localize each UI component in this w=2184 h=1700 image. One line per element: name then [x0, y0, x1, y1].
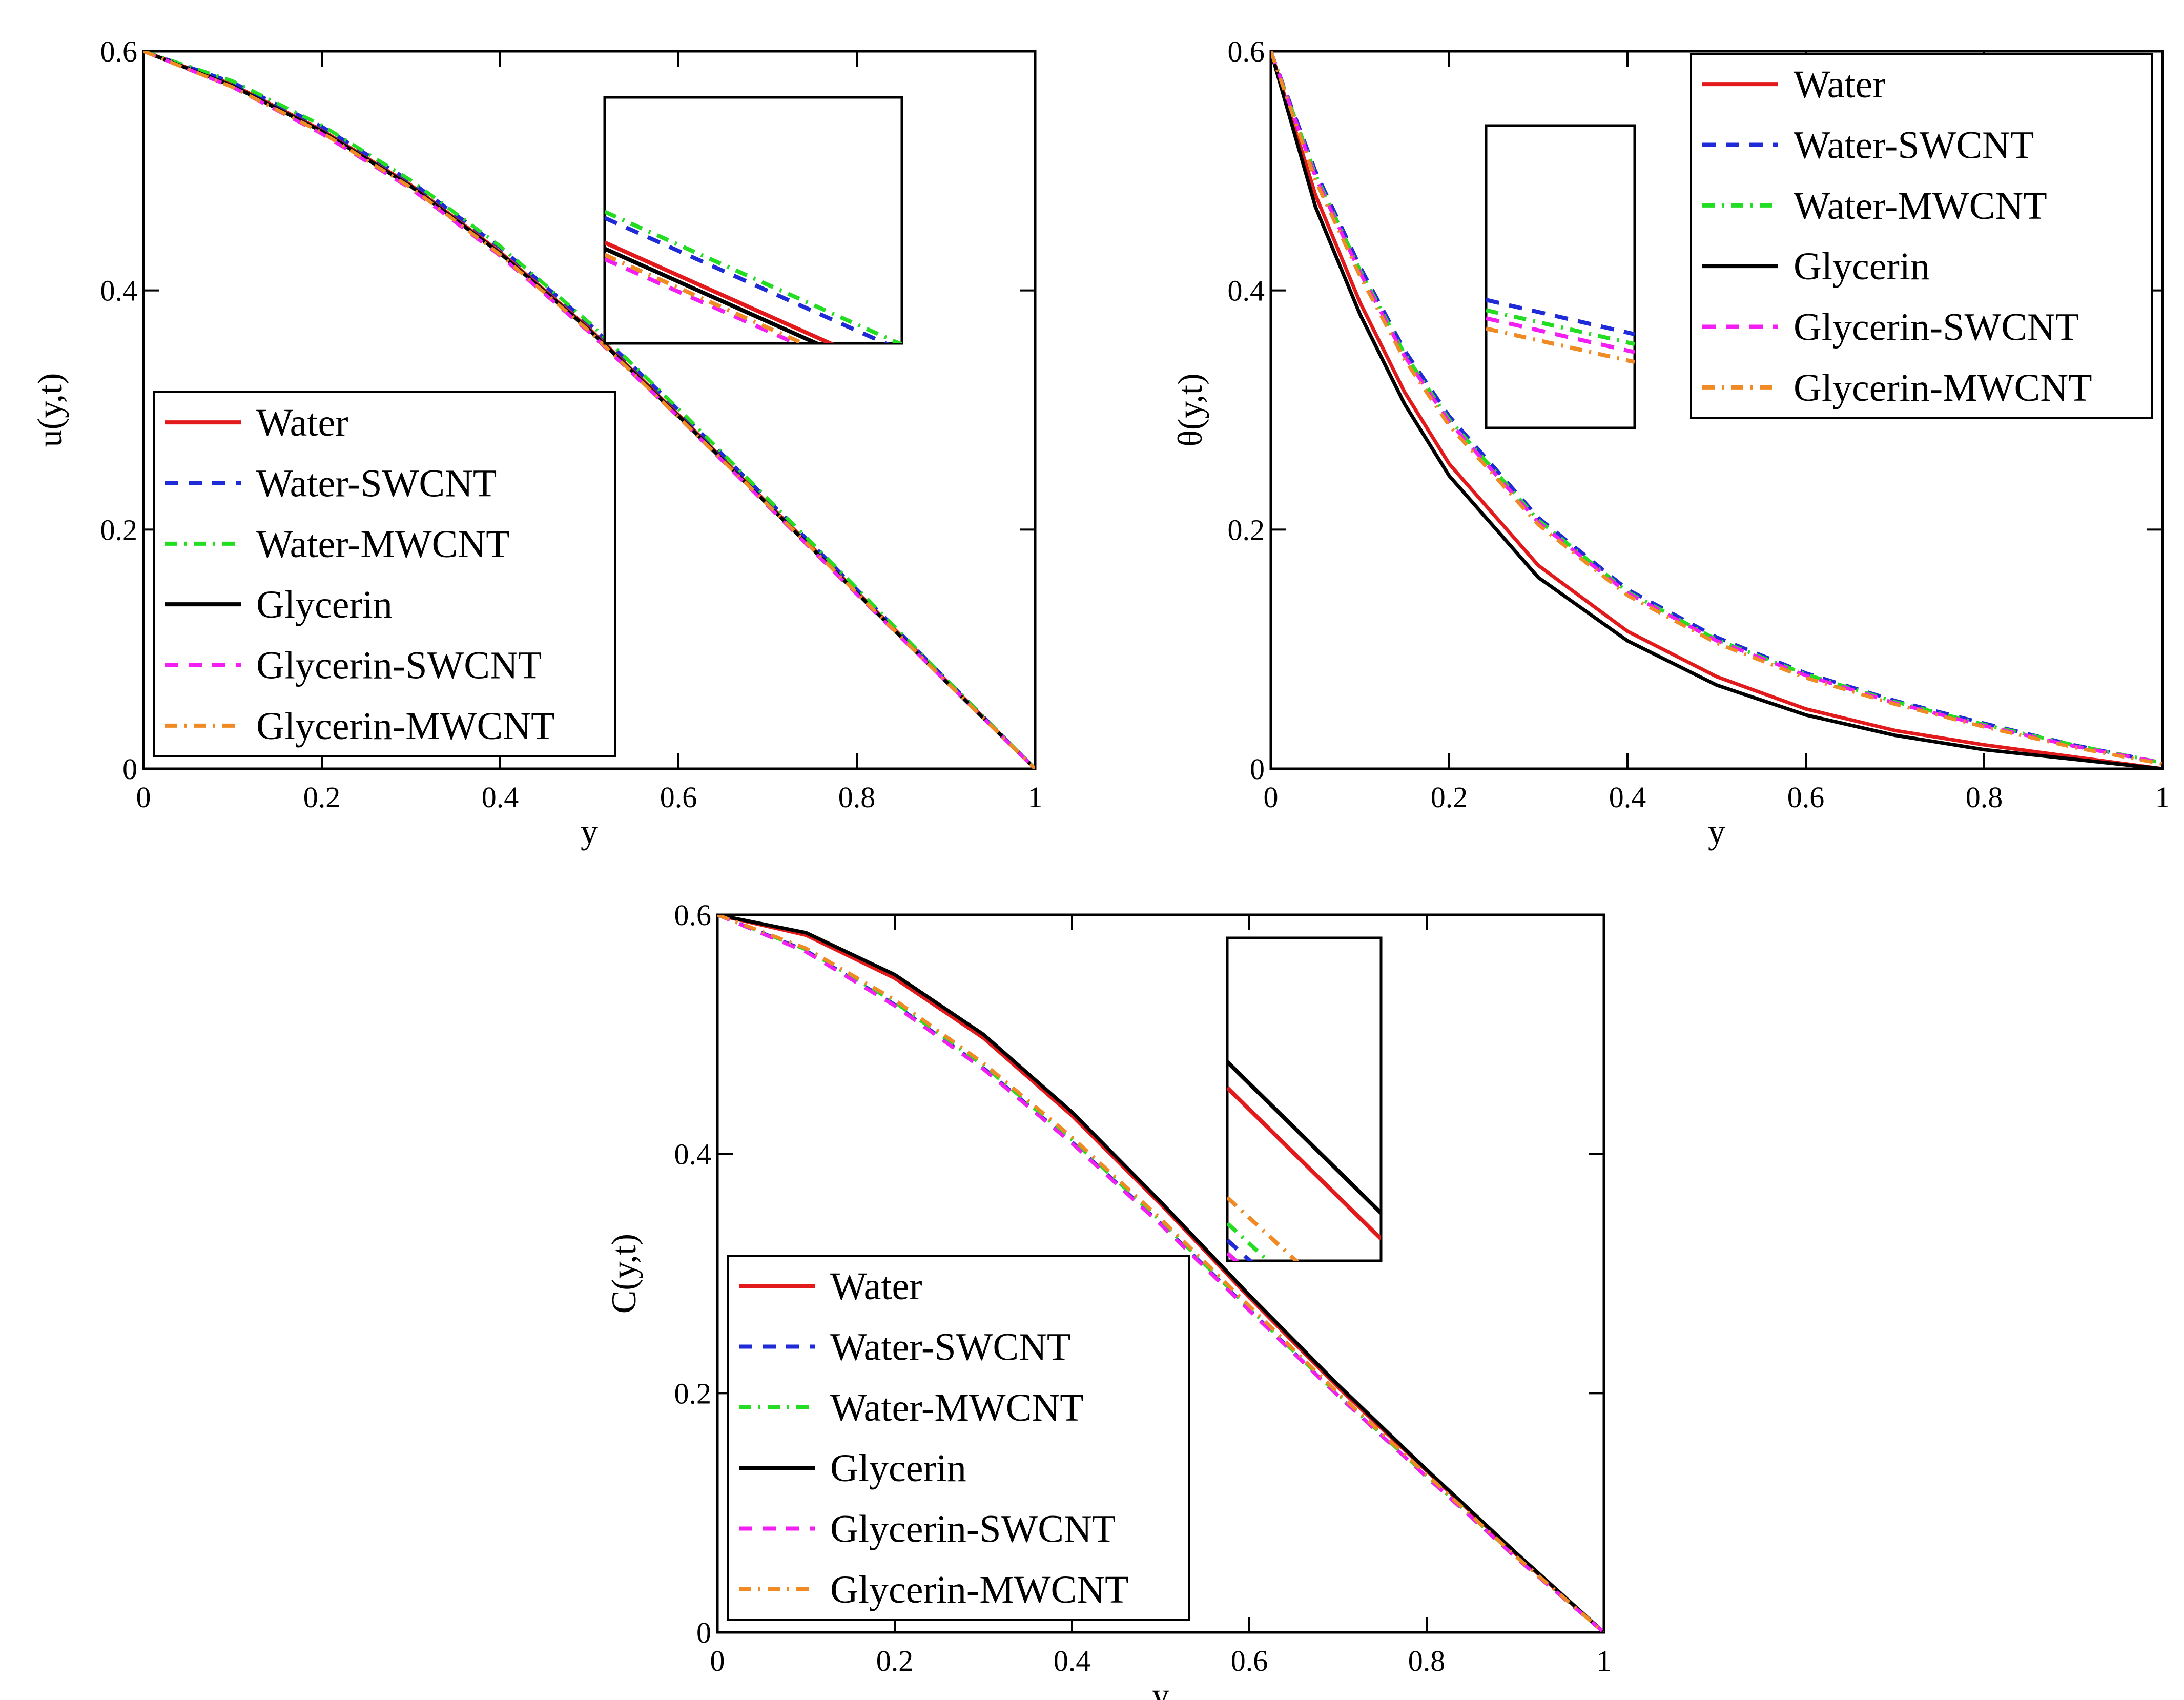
inset-line-glycerin — [1227, 1060, 1381, 1215]
y-tick-label: 0 — [122, 752, 137, 786]
y-tick-label: 0.4 — [1228, 274, 1265, 308]
x-tick-label: 1 — [2155, 781, 2170, 814]
inset-line-water-swcnt — [605, 216, 891, 343]
x-tick-label: 0.4 — [1609, 781, 1646, 814]
series-line-water — [1271, 51, 2162, 769]
x-axis-label: y — [581, 812, 598, 851]
x-tick-label: 0.2 — [1431, 781, 1468, 814]
y-axis-label: u(y,t) — [30, 373, 69, 447]
x-tick-label: 0.8 — [1966, 781, 2003, 814]
plot-frame — [142, 50, 1037, 770]
legend-label: Glycerin-MWCNT — [256, 705, 555, 748]
zoom-inset — [603, 96, 903, 345]
y-tick-label: 0.2 — [674, 1377, 712, 1410]
chart-temperature: 0 0.2 0.4 0.6 0.8 100.20.40.6yθ(y,t)WaterWate… — [1170, 35, 2170, 851]
legend-label: Glycerin-MWCNT — [830, 1568, 1129, 1611]
chart-concentration: 0 0.2 0.4 0.6 0.8 100.20.40.6yC(y,t) WaterWate… — [604, 898, 1612, 1700]
plot-frame — [1269, 50, 2164, 770]
legend: Water Water-SWCNT Water-MWCNT Glycerin Glyce… — [1690, 53, 2153, 419]
legend-frame — [727, 1255, 1190, 1621]
legend-label: Glycerin — [256, 583, 393, 626]
legend-label: Glycerin — [1794, 245, 1930, 288]
legend-label: Water-SWCNT — [830, 1326, 1070, 1369]
legend-label: Glycerin-SWCNT — [830, 1508, 1116, 1551]
legend-label: Water-MWCNT — [830, 1386, 1084, 1429]
inset-line-glycerin-swcnt — [605, 257, 801, 343]
series-line-glycerin-swcnt — [143, 51, 1035, 769]
inset-line-water-mwcnt — [1486, 308, 1635, 346]
legend-label: Water — [830, 1265, 922, 1308]
legend-label: Water-SWCNT — [256, 462, 497, 505]
y-tick-label: 0.6 — [674, 898, 712, 932]
inset-line-glycerin — [605, 247, 822, 343]
x-tick-label: 0.8 — [838, 781, 876, 814]
series-line-glycerin-mwcnt — [1271, 51, 2162, 766]
zoom-inset — [1485, 124, 1636, 429]
legend: Water Water-SWCNT Water-MWCNT Glycerin Glyce… — [153, 391, 616, 757]
y-axis-label: θ(y,t) — [1170, 373, 1209, 446]
series-lines — [717, 915, 1604, 1632]
inset-line-water — [1227, 1086, 1381, 1241]
legend-label: Water-MWCNT — [256, 523, 510, 566]
x-tick-label: 0.6 — [1231, 1644, 1268, 1677]
inset-line-glycerin-swcnt — [1486, 316, 1635, 355]
x-tick-label: 0 — [136, 781, 151, 814]
zoom-inset-frame — [1485, 124, 1636, 429]
legend-label: Water-SWCNT — [1794, 124, 2034, 167]
series-line-glycerin-mwcnt — [717, 915, 1604, 1632]
plot-frame — [716, 913, 1605, 1634]
x-tick-label: 1 — [1028, 781, 1043, 814]
legend-frame — [153, 391, 616, 757]
x-tick-label: 0.6 — [1787, 781, 1825, 814]
y-tick-label: 0.2 — [1228, 513, 1265, 546]
series-line-glycerin — [717, 915, 1604, 1632]
zoom-inset-frame — [1226, 936, 1383, 1262]
y-tick-label: 0.4 — [674, 1138, 712, 1171]
x-tick-label: 0.8 — [1408, 1644, 1446, 1677]
y-tick-label: 0 — [1250, 752, 1265, 786]
x-tick-label: 0 — [710, 1644, 725, 1677]
zoom-inset — [1226, 936, 1383, 1262]
inset-line-glycerin-mwcnt — [1486, 326, 1635, 364]
inset-line-glycerin-mwcnt — [1227, 1196, 1300, 1261]
x-tick-label: 0.2 — [876, 1644, 914, 1677]
legend-label: Water — [1794, 63, 1886, 106]
zoom-inset-frame — [603, 96, 903, 345]
inset-line-water-swcnt — [1486, 298, 1635, 336]
y-tick-label: 0.2 — [100, 513, 138, 546]
y-axis-label: C(y,t) — [604, 1234, 643, 1314]
series-line-water-mwcnt — [143, 51, 1035, 769]
legend-label: Glycerin — [830, 1447, 966, 1490]
legend-label: Glycerin-SWCNT — [256, 644, 542, 687]
y-tick-label: 0.6 — [1228, 35, 1265, 68]
legend-frame — [1690, 53, 2153, 419]
y-tick-label: 0.4 — [100, 274, 138, 308]
inset-line-water-mwcnt — [1227, 1221, 1271, 1261]
x-tick-label: 0.4 — [1054, 1644, 1091, 1677]
x-tick-label: 0.2 — [303, 781, 341, 814]
legend-label: Water-MWCNT — [1794, 185, 2047, 228]
y-tick-label: 0.6 — [100, 35, 138, 68]
series-line-glycerin — [1271, 51, 2162, 769]
x-axis-label: y — [1708, 812, 1725, 851]
inset-line-water — [605, 240, 836, 343]
legend: Water Water-SWCNT Water-MWCNT Glycerin Glyce… — [727, 1255, 1190, 1621]
x-tick-label: 0.6 — [660, 781, 697, 814]
chart-velocity: 0 0.2 0.4 0.6 0.8 100.20.40.6yu(y,t) WaterWate… — [30, 35, 1043, 851]
legend-label: Glycerin-MWCNT — [1794, 366, 2092, 409]
x-axis-label: y — [1152, 1675, 1169, 1700]
chart-panels: 0 0.2 0.4 0.6 0.8 100.20.40.6yu(y,t) WaterWate… — [30, 35, 2170, 1700]
series-lines — [143, 51, 1035, 769]
series-lines — [1271, 51, 2162, 769]
x-tick-label: 1 — [1597, 1644, 1612, 1677]
legend-label: Water — [256, 401, 348, 444]
x-tick-label: 0 — [1264, 781, 1279, 814]
x-tick-label: 0.4 — [482, 781, 519, 814]
legend-label: Glycerin-SWCNT — [1794, 306, 2079, 349]
y-tick-label: 0 — [696, 1616, 711, 1649]
